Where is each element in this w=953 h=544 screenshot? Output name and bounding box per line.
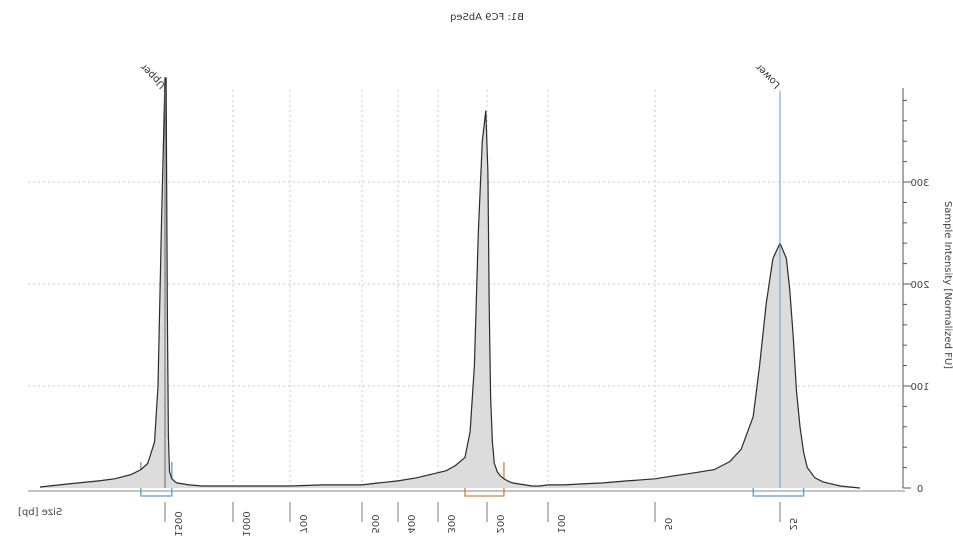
x-axis-label: Size [bp] [18,507,62,518]
series-line [39,77,861,489]
x-tick-label: 200 [494,514,505,533]
axes-layer [28,88,911,522]
x-tick-label: 700 [297,514,308,533]
x-tick-label: 400 [405,514,416,533]
trace-layer [39,77,861,489]
trace-fill [40,78,860,488]
y-axis-label: Sample Intensity [Normalized FU] [942,201,953,369]
x-tick-label: 100 [555,514,566,533]
x-tick-label: 1000 [240,511,251,536]
chart-title: B1: FC9 AbSeq [450,12,524,23]
marker-label-lower: Lower [753,61,783,91]
x-tick-label: 25 [787,518,798,531]
y-tick-label: 100 [910,382,929,393]
x-tick-label: 50 [662,518,673,531]
ladder-markers: Lower Upper [138,61,783,488]
y-tick-label: 300 [910,178,929,189]
marker-label-upper: Upper [138,61,168,91]
x-tick-label: 1500 [172,511,183,536]
x-tick-label: 500 [369,514,380,533]
y-tick-label: 200 [910,280,929,291]
tick-labels: 0 100 200 300 25 50 100 200 300 400 500 700 1000 1500 [172,178,930,537]
y-tick-label: 0 [917,484,923,495]
x-tick-label: 300 [445,514,456,533]
